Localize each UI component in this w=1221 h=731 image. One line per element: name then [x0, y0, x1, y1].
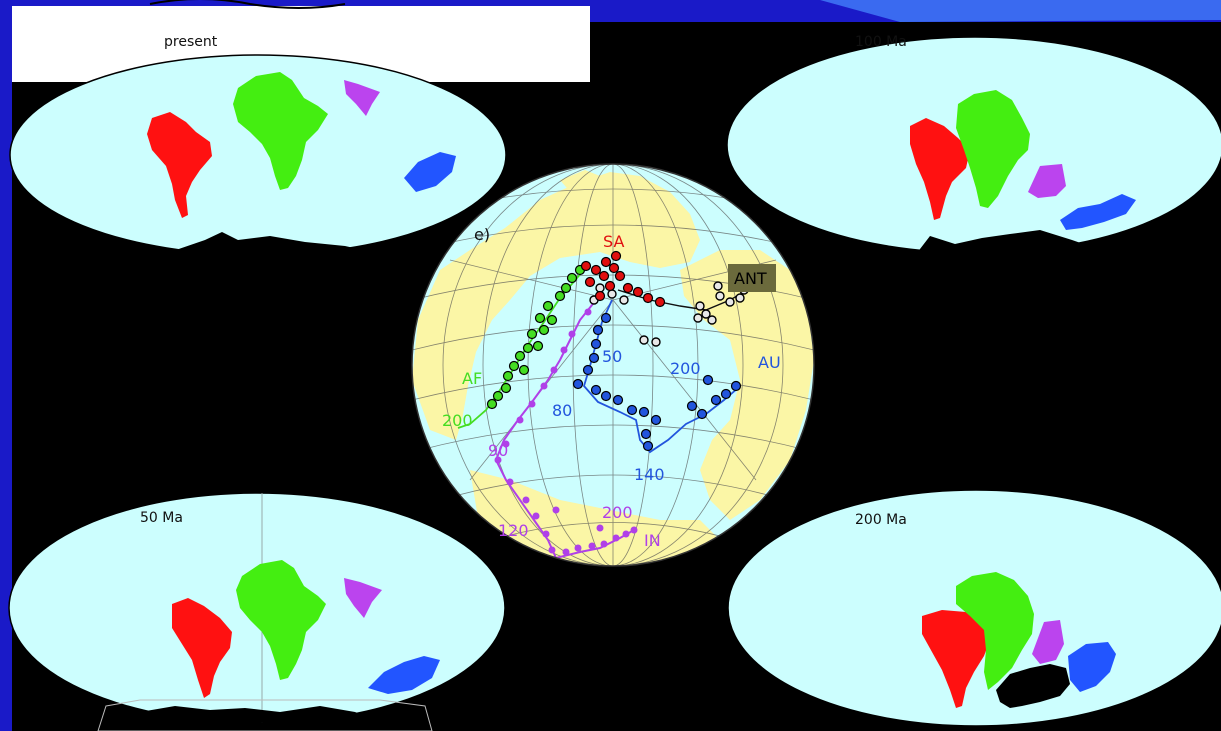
antarctica-landmass: [910, 230, 1100, 253]
globe-land: [412, 170, 814, 566]
map-label: 100 Ma: [855, 34, 907, 50]
australia-landmass: [1060, 194, 1136, 230]
age-label-in-120: 120: [498, 521, 529, 540]
south-america-landmass: [910, 118, 970, 220]
africa-landmass: [236, 560, 326, 680]
south-america-landmass: [922, 610, 990, 708]
track-au: [572, 299, 742, 454]
south-america-landmass: [147, 112, 212, 218]
australia-landmass: [404, 152, 456, 192]
antarctica-landmass: [996, 664, 1070, 708]
track-label-af: AF: [462, 369, 482, 388]
track-label-in: IN: [644, 531, 661, 550]
madagascar-india-landmass: [344, 578, 382, 618]
age-label-au-200: 200: [670, 359, 701, 378]
africa-landmass: [956, 572, 1034, 690]
age-label-af-200: 200: [442, 411, 473, 430]
track-af: [457, 264, 586, 429]
map-label: 200 Ma: [855, 512, 907, 528]
track-in: [494, 299, 638, 560]
madagascar-india-landmass: [1028, 164, 1066, 198]
track-label-au: AU: [758, 353, 781, 372]
apwp-globe: e) SA AF 200 ANT AU 50 80 200 140 IN 90 …: [411, 163, 815, 567]
map-present: present: [9, 34, 507, 256]
map-50ma: 50 Ma: [8, 492, 506, 731]
map-label: 50 Ma: [140, 510, 183, 526]
age-label-au-80: 80: [552, 401, 572, 420]
age-label-in-90: 90: [488, 441, 508, 460]
track-label-sa: SA: [603, 232, 624, 251]
australia-landmass: [1068, 642, 1116, 692]
track-label-ant: ANT: [734, 269, 767, 288]
madagascar-india-landmass: [1032, 620, 1064, 664]
age-label-in-200: 200: [602, 503, 633, 522]
south-america-landmass: [172, 598, 232, 698]
madagascar-india-landmass: [344, 80, 380, 116]
australia-landmass: [368, 656, 440, 694]
ant-label-box: [728, 264, 776, 292]
antarctica-landmass: [140, 706, 380, 723]
map-200ma: 200 Ma: [727, 489, 1221, 727]
africa-landmass: [956, 90, 1030, 208]
age-label-au-50: 50: [602, 347, 622, 366]
panel-label: e): [474, 225, 490, 244]
map-100ma: 100 Ma: [726, 34, 1221, 254]
map-label: present: [164, 34, 218, 50]
track-sa: [580, 250, 666, 308]
graticule: [412, 164, 814, 566]
age-label-au-140: 140: [634, 465, 665, 484]
africa-landmass: [233, 72, 328, 190]
